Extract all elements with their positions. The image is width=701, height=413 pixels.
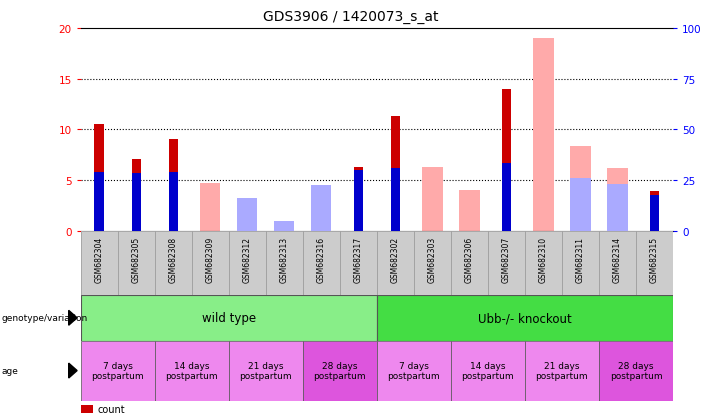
Bar xyxy=(237,199,257,231)
Text: GSM682306: GSM682306 xyxy=(465,236,474,282)
Bar xyxy=(562,231,599,295)
Bar xyxy=(390,169,400,231)
Text: GDS3906 / 1420073_s_at: GDS3906 / 1420073_s_at xyxy=(263,10,438,24)
Bar xyxy=(168,139,178,231)
Text: 21 days
postpartum: 21 days postpartum xyxy=(240,361,292,380)
Bar xyxy=(377,295,673,341)
Bar xyxy=(303,341,377,401)
Bar xyxy=(377,231,414,295)
Bar xyxy=(81,231,118,295)
Text: 7 days
postpartum: 7 days postpartum xyxy=(388,361,440,380)
Bar xyxy=(229,231,266,295)
Text: GSM682314: GSM682314 xyxy=(613,236,622,282)
Bar xyxy=(81,405,93,413)
Text: GSM682309: GSM682309 xyxy=(205,236,215,282)
Text: 14 days
postpartum: 14 days postpartum xyxy=(461,361,514,380)
Bar xyxy=(607,169,627,231)
Bar xyxy=(81,341,155,401)
Polygon shape xyxy=(69,311,77,325)
Bar xyxy=(636,231,673,295)
Bar xyxy=(191,231,229,295)
Bar xyxy=(502,164,511,231)
Text: GSM682308: GSM682308 xyxy=(169,236,177,282)
Bar xyxy=(377,341,451,401)
Text: age: age xyxy=(1,366,18,375)
Bar xyxy=(237,205,257,231)
Text: 7 days
postpartum: 7 days postpartum xyxy=(91,361,144,380)
Bar xyxy=(168,173,178,231)
Bar xyxy=(81,231,673,295)
Text: GSM682311: GSM682311 xyxy=(576,236,585,282)
Bar xyxy=(118,231,155,295)
Bar xyxy=(599,231,636,295)
Bar xyxy=(155,341,229,401)
Bar xyxy=(502,90,511,231)
Text: GSM682310: GSM682310 xyxy=(539,236,548,282)
Text: 28 days
postpartum: 28 days postpartum xyxy=(313,361,366,380)
Text: GSM682304: GSM682304 xyxy=(95,236,104,282)
Bar xyxy=(266,231,303,295)
Text: Ubb-/- knockout: Ubb-/- knockout xyxy=(478,311,572,325)
Text: GSM682316: GSM682316 xyxy=(317,236,326,282)
Text: 21 days
postpartum: 21 days postpartum xyxy=(536,361,588,380)
Bar xyxy=(311,186,332,231)
Bar xyxy=(650,196,659,231)
Bar xyxy=(488,231,525,295)
Bar xyxy=(599,341,673,401)
Text: GSM682307: GSM682307 xyxy=(502,236,511,282)
Bar xyxy=(274,221,294,231)
Text: GSM682302: GSM682302 xyxy=(390,236,400,282)
Text: genotype/variation: genotype/variation xyxy=(1,313,88,323)
Bar xyxy=(200,184,220,231)
Text: GSM682303: GSM682303 xyxy=(428,236,437,282)
Text: 28 days
postpartum: 28 days postpartum xyxy=(610,361,662,380)
Bar xyxy=(353,168,363,231)
Bar xyxy=(390,117,400,231)
Text: GSM682312: GSM682312 xyxy=(243,236,252,282)
Bar xyxy=(414,231,451,295)
Bar xyxy=(422,168,442,231)
Bar xyxy=(155,231,191,295)
Bar xyxy=(229,341,303,401)
Text: 14 days
postpartum: 14 days postpartum xyxy=(165,361,218,380)
Bar xyxy=(525,231,562,295)
Bar xyxy=(340,231,377,295)
Bar xyxy=(533,39,554,231)
Bar xyxy=(451,341,525,401)
Bar xyxy=(311,188,332,231)
Text: GSM682305: GSM682305 xyxy=(132,236,141,282)
Text: GSM682313: GSM682313 xyxy=(280,236,289,282)
Bar xyxy=(525,341,599,401)
Bar xyxy=(451,231,488,295)
Bar xyxy=(303,231,340,295)
Bar xyxy=(570,179,590,231)
Bar xyxy=(132,159,141,231)
Text: wild type: wild type xyxy=(202,311,256,325)
Text: GSM682317: GSM682317 xyxy=(354,236,363,282)
Bar xyxy=(132,173,141,231)
Bar xyxy=(650,192,659,231)
Polygon shape xyxy=(69,363,77,378)
Bar xyxy=(607,185,627,231)
Text: GSM682315: GSM682315 xyxy=(650,236,659,282)
Bar xyxy=(95,125,104,231)
Bar xyxy=(81,295,377,341)
Text: count: count xyxy=(97,404,125,413)
Bar xyxy=(459,191,479,231)
Bar xyxy=(95,173,104,231)
Bar xyxy=(353,171,363,231)
Bar xyxy=(570,146,590,231)
